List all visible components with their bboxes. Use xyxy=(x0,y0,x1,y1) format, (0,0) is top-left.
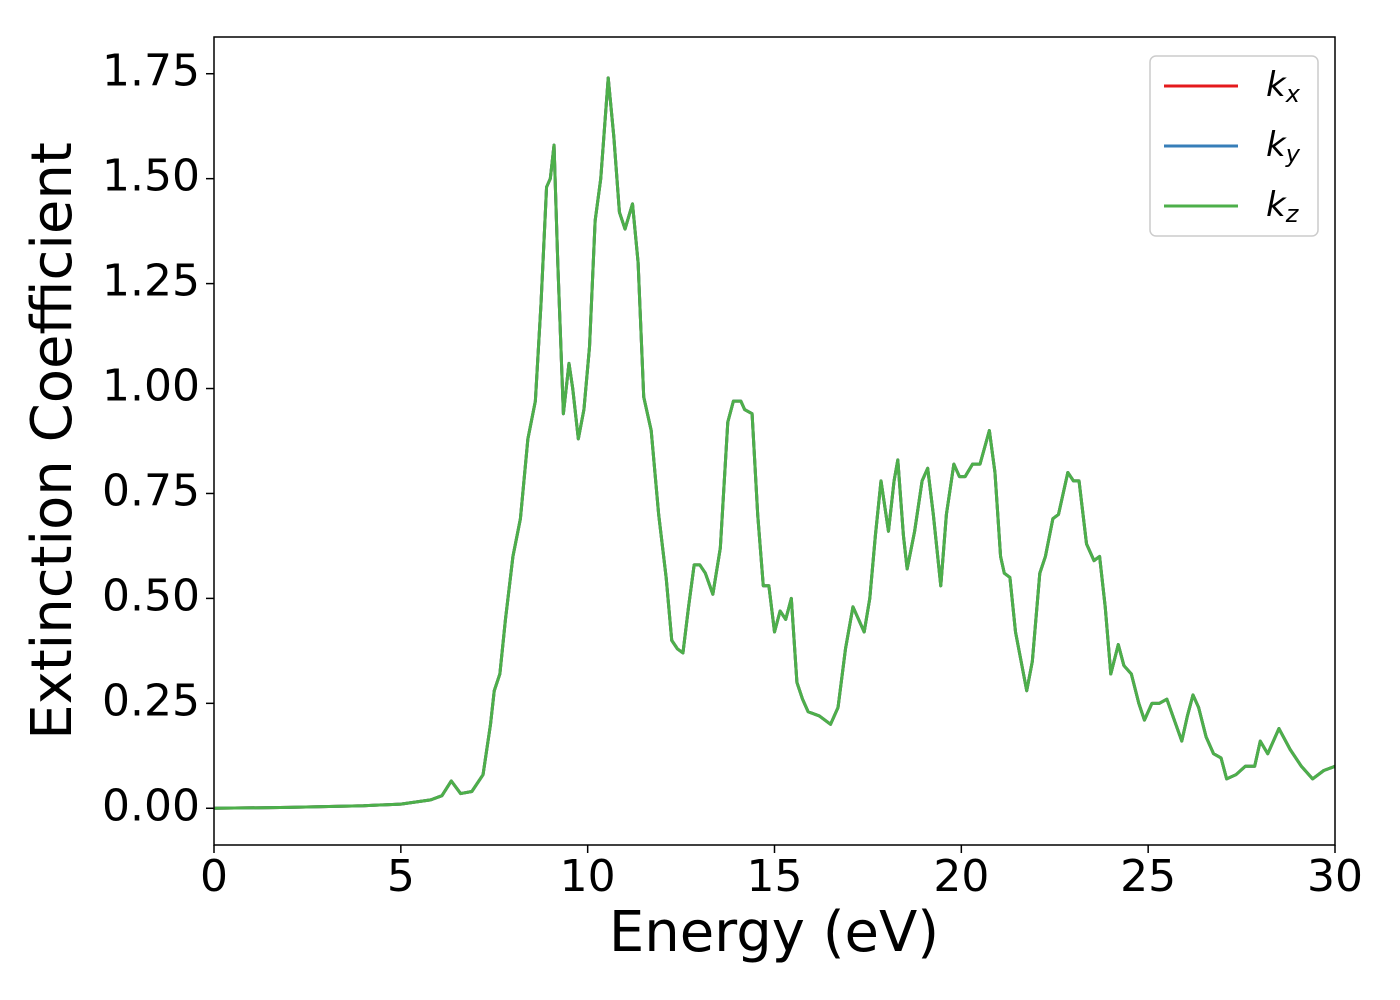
y-tick-label: 1.00 xyxy=(102,361,200,412)
legend: kx ky kz xyxy=(1149,55,1319,237)
x-tick-label: 10 xyxy=(560,851,616,902)
y-tick-label: 0.50 xyxy=(102,570,200,621)
plot-frame xyxy=(213,36,1336,846)
x-tick-label: 15 xyxy=(747,851,803,902)
y-tick-label: 1.25 xyxy=(102,256,200,307)
x-tick-label: 0 xyxy=(200,851,228,902)
y-tick-label: 1.50 xyxy=(102,151,200,202)
legend-label: ky xyxy=(1266,125,1301,169)
legend-label: kz xyxy=(1266,185,1300,229)
y-tick-label: 0.25 xyxy=(102,675,200,726)
y-tick-label: 1.75 xyxy=(102,46,200,97)
x-tick-label: 20 xyxy=(933,851,989,902)
y-tick-label: 0.75 xyxy=(102,465,200,516)
y-axis-label: Extinction Coefficient xyxy=(20,142,85,740)
x-tick-label: 30 xyxy=(1307,851,1363,902)
x-axis-label: Energy (eV) xyxy=(609,900,939,965)
x-tick-label: 25 xyxy=(1120,851,1176,902)
series-line xyxy=(213,76,1336,810)
x-tick-label: 5 xyxy=(387,851,415,902)
legend-label: kx xyxy=(1266,65,1301,109)
y-tick-label: 0.00 xyxy=(102,780,200,831)
